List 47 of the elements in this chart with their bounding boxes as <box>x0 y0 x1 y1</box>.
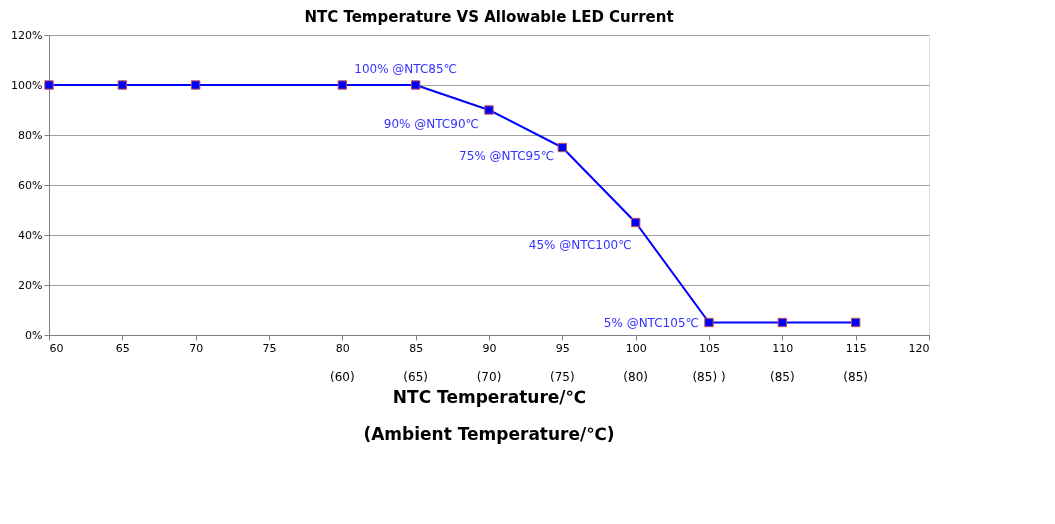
x-tick-label: 115 <box>845 341 867 355</box>
x-tick-label: 90 <box>482 341 497 355</box>
x-tick-label: 95 <box>555 341 570 355</box>
x-tick-label: 80 <box>335 341 350 355</box>
x-tick-label: 75 <box>262 341 277 355</box>
y-tick-label: 80% <box>18 128 43 142</box>
point <box>44 80 54 90</box>
x-tick-label: 65 <box>115 341 130 355</box>
text: (65) <box>403 370 428 384</box>
text: (75) <box>550 370 575 384</box>
point <box>630 217 641 228</box>
text: (Ambient Temperature/℃) <box>363 424 615 444</box>
x-tick-label: 105 <box>699 341 720 355</box>
text: (85) <box>843 370 868 384</box>
text: (60) <box>330 370 355 384</box>
y-tick-label: 20% <box>18 278 43 292</box>
point <box>117 80 128 90</box>
text: (85) <box>770 370 795 384</box>
x-tick-label: 120 <box>908 341 930 355</box>
y-tick-label: 40% <box>18 228 43 242</box>
y-tick-label: 120% <box>11 28 43 42</box>
x-tick-label: 100 <box>625 341 647 355</box>
x-axis-title: NTC Temperature/℃ <box>392 386 587 407</box>
annotation: 90% @NTC90℃ <box>383 117 479 131</box>
point <box>777 317 788 328</box>
x-tick-label: 110 <box>772 341 794 355</box>
x-tick-label: 85 <box>409 341 424 355</box>
annotation: 5% @NTC105℃ <box>603 315 699 330</box>
point <box>557 142 568 153</box>
text: (80) <box>623 370 648 384</box>
x-tick-label: 60 <box>49 341 64 355</box>
annotation: 45% @NTC100℃ <box>528 237 632 252</box>
point <box>704 317 714 328</box>
point <box>850 317 861 328</box>
y-tick-label: 60% <box>18 178 43 192</box>
text: (85) ) <box>692 370 726 384</box>
x-tick-label: 70 <box>189 341 204 355</box>
y-tick-label: 100% <box>11 78 43 92</box>
chart-title: NTC Temperature VS Allowable LED Current <box>304 8 674 26</box>
text: (70) <box>476 370 502 384</box>
y-tick-label: 0% <box>25 328 43 342</box>
point <box>410 80 421 90</box>
annotation: 100% @NTC85℃ <box>354 62 458 76</box>
annotation: 75% @NTC95℃ <box>459 148 555 163</box>
point <box>484 105 494 115</box>
point <box>337 80 348 90</box>
point <box>190 80 201 90</box>
